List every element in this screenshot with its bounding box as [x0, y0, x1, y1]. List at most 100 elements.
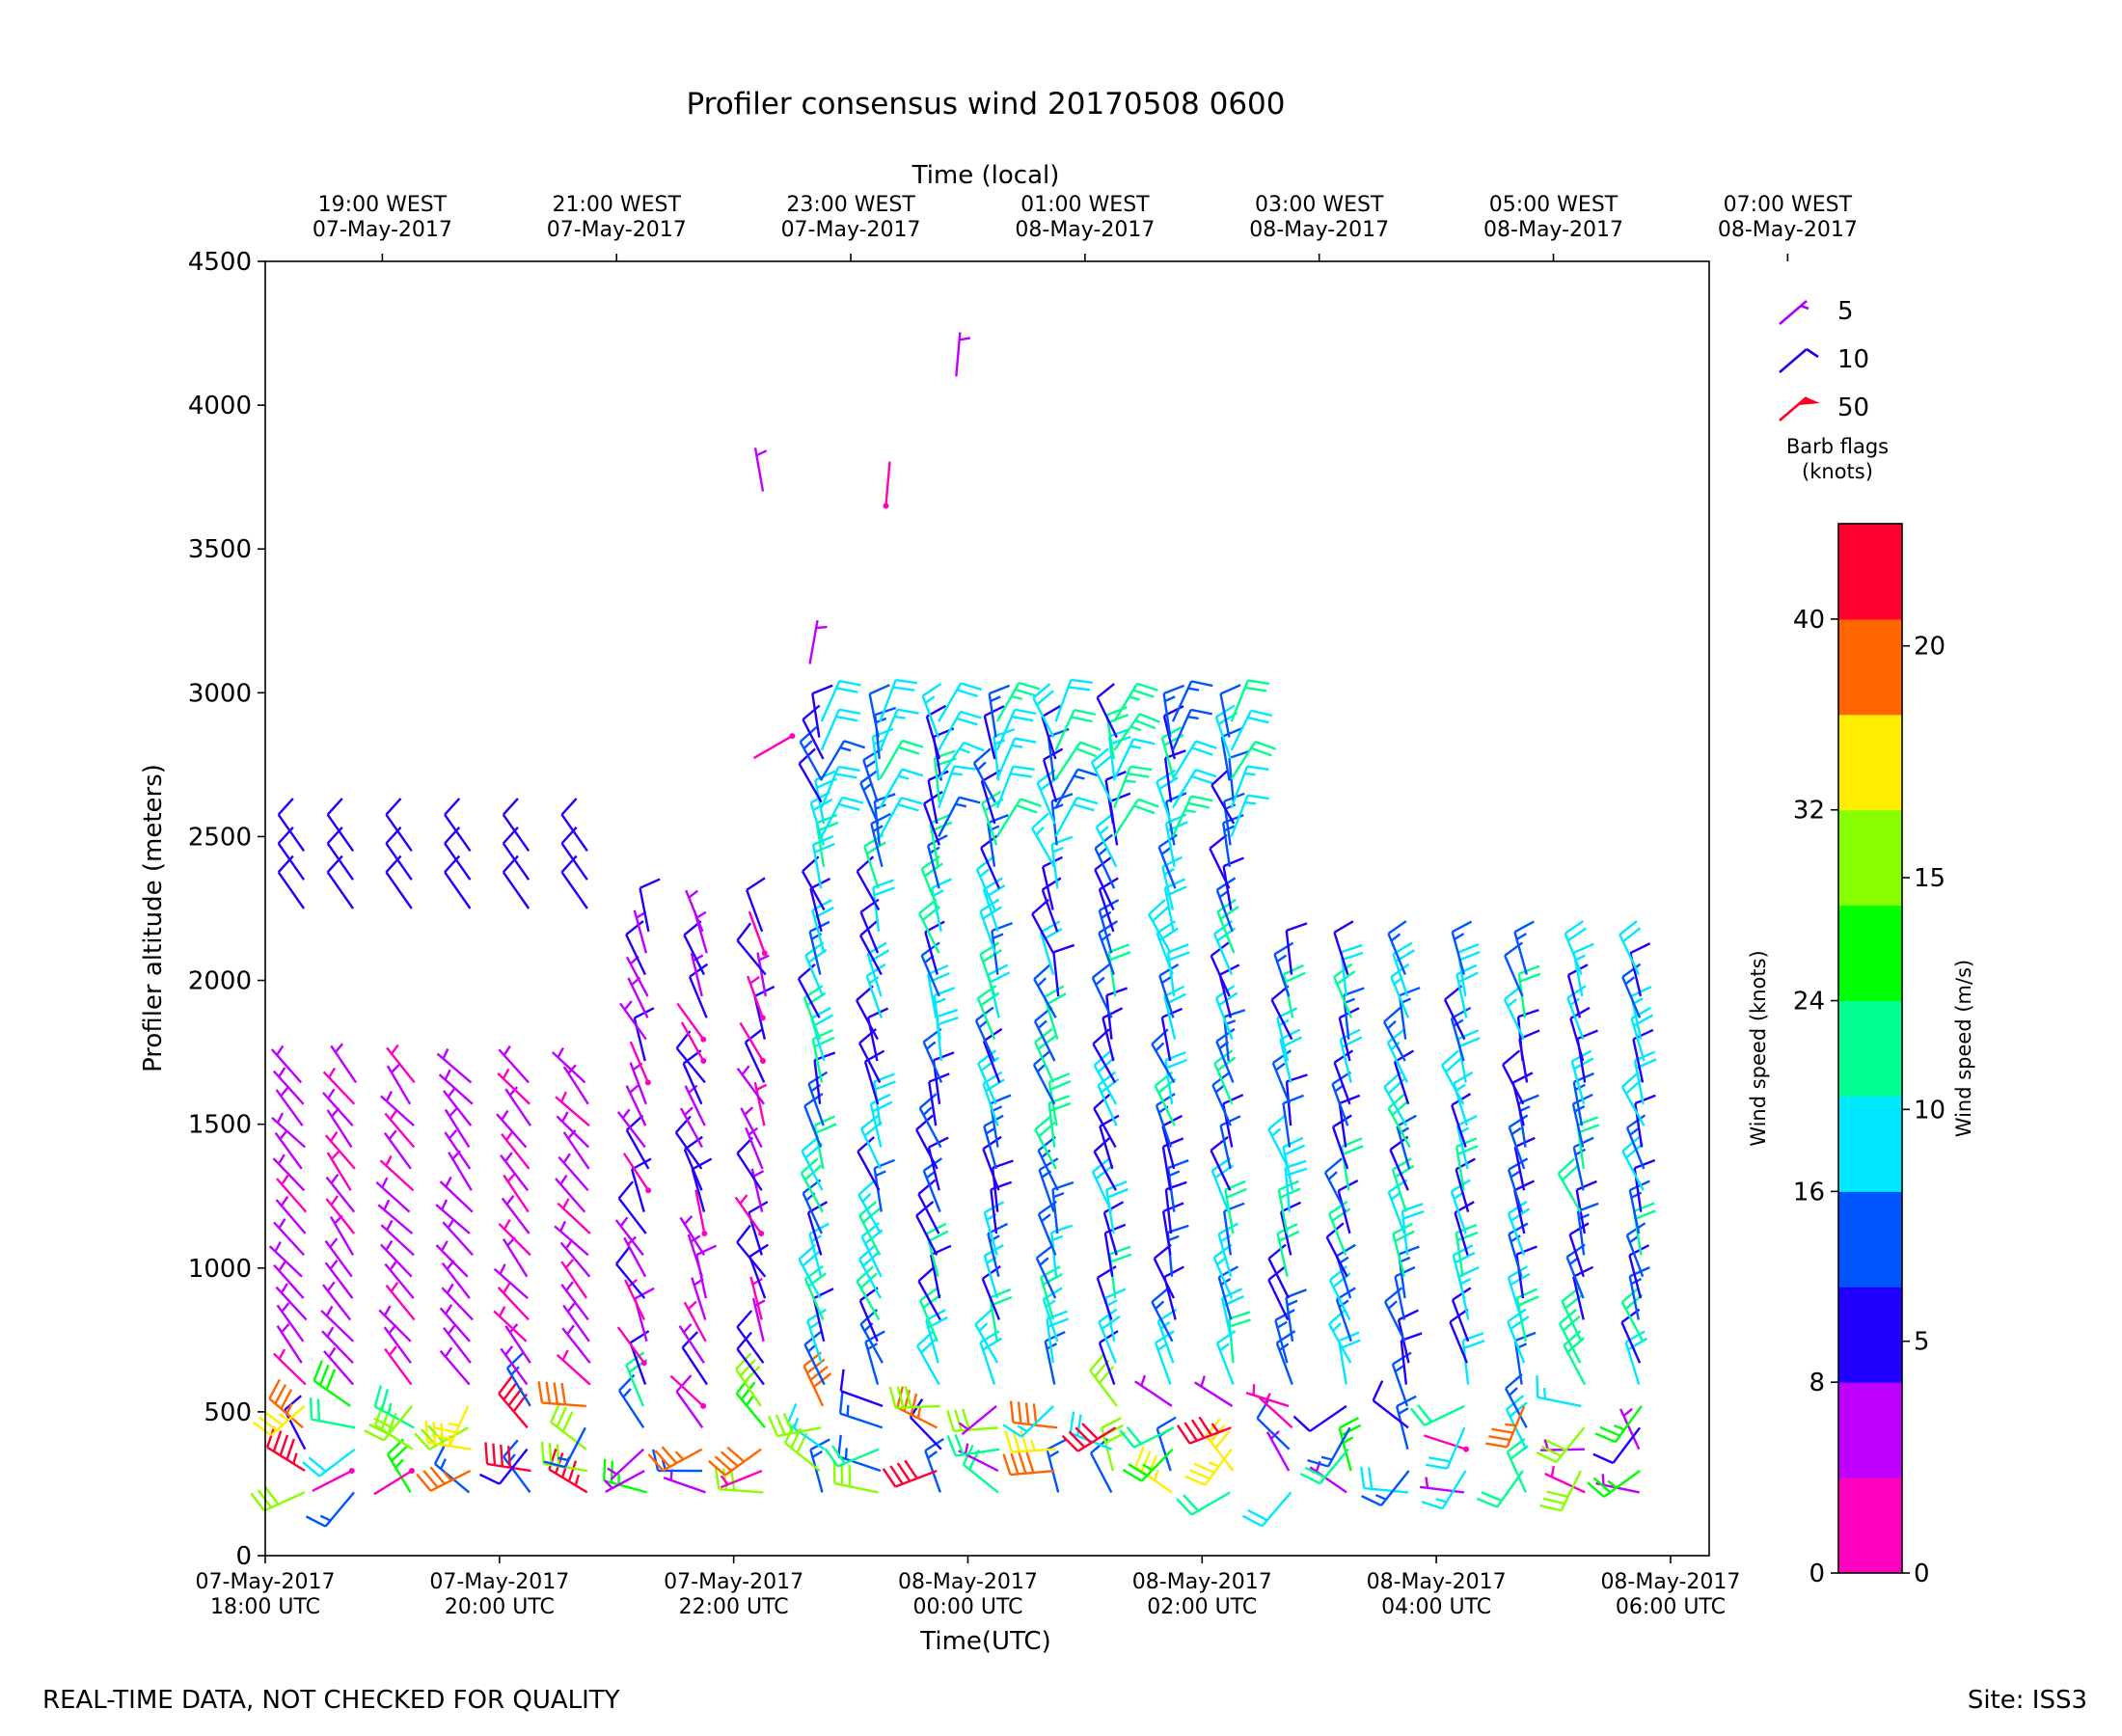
wind-barb [1634, 1094, 1656, 1148]
colorbar-knot-label: 0 [1809, 1560, 1825, 1588]
wind-barb [502, 826, 530, 881]
wind-barb [504, 1086, 531, 1126]
barb-full [560, 826, 578, 845]
wind-barb [1338, 1094, 1361, 1148]
wind-barb [616, 1108, 646, 1149]
barb-full [1587, 1481, 1605, 1498]
barb-full [1191, 774, 1213, 785]
barb-half [793, 1417, 800, 1429]
barb-half [687, 1300, 697, 1311]
colorbar-label-right: Wind speed (m/s) [1952, 960, 1975, 1137]
wind-barb [983, 705, 1005, 760]
barb-half [1160, 846, 1172, 855]
barb-full [1020, 798, 1042, 807]
barb-staff [681, 1346, 709, 1386]
wind-barb [555, 1091, 590, 1127]
wind-barb [1102, 1201, 1125, 1256]
wind-barb [268, 1240, 303, 1278]
barb-full [1387, 1027, 1406, 1044]
barb-full [858, 1243, 877, 1261]
barb-full [1041, 704, 1062, 719]
barb-staff [1047, 736, 1055, 781]
barb-staff [560, 813, 588, 853]
barb-full [502, 798, 519, 816]
barb-full [1283, 963, 1305, 976]
barb-half [1425, 1477, 1429, 1488]
wind-barb [938, 682, 983, 722]
barb-staff [739, 1021, 765, 1062]
barb-staff [1041, 716, 1057, 760]
wind-barb [958, 1404, 997, 1436]
barb-staff [622, 1153, 650, 1191]
barb-full [736, 922, 752, 941]
barb-full [1417, 1403, 1432, 1424]
wind-barb [1046, 1438, 1068, 1493]
wind-barb [1271, 1049, 1292, 1105]
barb-half [559, 1174, 568, 1185]
wind-barb [1333, 920, 1354, 975]
barb-full [1599, 1425, 1620, 1437]
wind-barb [436, 1047, 473, 1084]
top-tick-date: 08-May-2017 [1015, 218, 1155, 242]
barb-full [661, 1446, 678, 1464]
barb-full [735, 1352, 752, 1370]
barb-full [1038, 1157, 1059, 1172]
wind-barb [503, 1172, 530, 1213]
wind-barb [879, 768, 924, 809]
wind-barb [740, 1106, 763, 1149]
wind-barb [1409, 1403, 1465, 1426]
barb-staff [980, 847, 1000, 889]
barb-full [1093, 1136, 1112, 1153]
barb-full [924, 1437, 944, 1452]
wind-barb [975, 854, 996, 910]
barb-full [714, 1455, 733, 1472]
barb-full [1387, 920, 1407, 936]
barb-half [448, 1422, 460, 1427]
wind-barb [272, 1067, 305, 1105]
wind-barb [1382, 1006, 1406, 1062]
wind-barb [276, 1174, 308, 1213]
wind-barb [617, 1373, 645, 1428]
barb-half [1574, 954, 1586, 962]
barb-full [984, 1243, 1004, 1258]
barb-full [811, 684, 833, 695]
barb-half [607, 1467, 617, 1476]
barb-full [1107, 1187, 1129, 1199]
wind-barb [326, 798, 355, 853]
barb-staff [811, 692, 821, 738]
wind-barb [1171, 769, 1217, 809]
barb-full [1229, 1311, 1251, 1320]
barb-half [564, 1259, 575, 1269]
wind-barb [1041, 704, 1062, 760]
barb-full [1105, 987, 1129, 997]
wind-barb [1267, 1243, 1291, 1299]
barb-full [1012, 1429, 1020, 1452]
wind-barb [802, 704, 825, 760]
wind-barb [1166, 943, 1190, 997]
barb-full [1395, 1265, 1416, 1278]
barb-half [502, 1068, 510, 1080]
barb-full [1017, 1401, 1022, 1424]
x-tick-time: 20:00 UTC [445, 1595, 555, 1619]
wind-barb [995, 708, 1037, 751]
barb-full [1210, 1135, 1229, 1152]
barb-full [898, 746, 920, 755]
barb-full [502, 854, 519, 874]
barb-full [1151, 1287, 1170, 1303]
wind-barb [1387, 1093, 1411, 1149]
barb-staff [746, 889, 764, 933]
barb-half [1390, 933, 1401, 942]
wind-barb [1282, 1094, 1304, 1148]
barb-full [1247, 716, 1269, 724]
barb-half [1394, 1364, 1405, 1373]
barb-calm [1462, 1446, 1469, 1452]
barb-full [928, 1230, 949, 1243]
barb-staff [1443, 998, 1466, 1041]
wind-barb [803, 1351, 832, 1407]
wind-barb [1285, 1288, 1307, 1342]
wind-barb [1163, 985, 1186, 1040]
barb-half [693, 954, 704, 963]
barb-half [811, 1450, 823, 1458]
barb-full [989, 971, 1011, 984]
wind-barb [1420, 1477, 1464, 1494]
